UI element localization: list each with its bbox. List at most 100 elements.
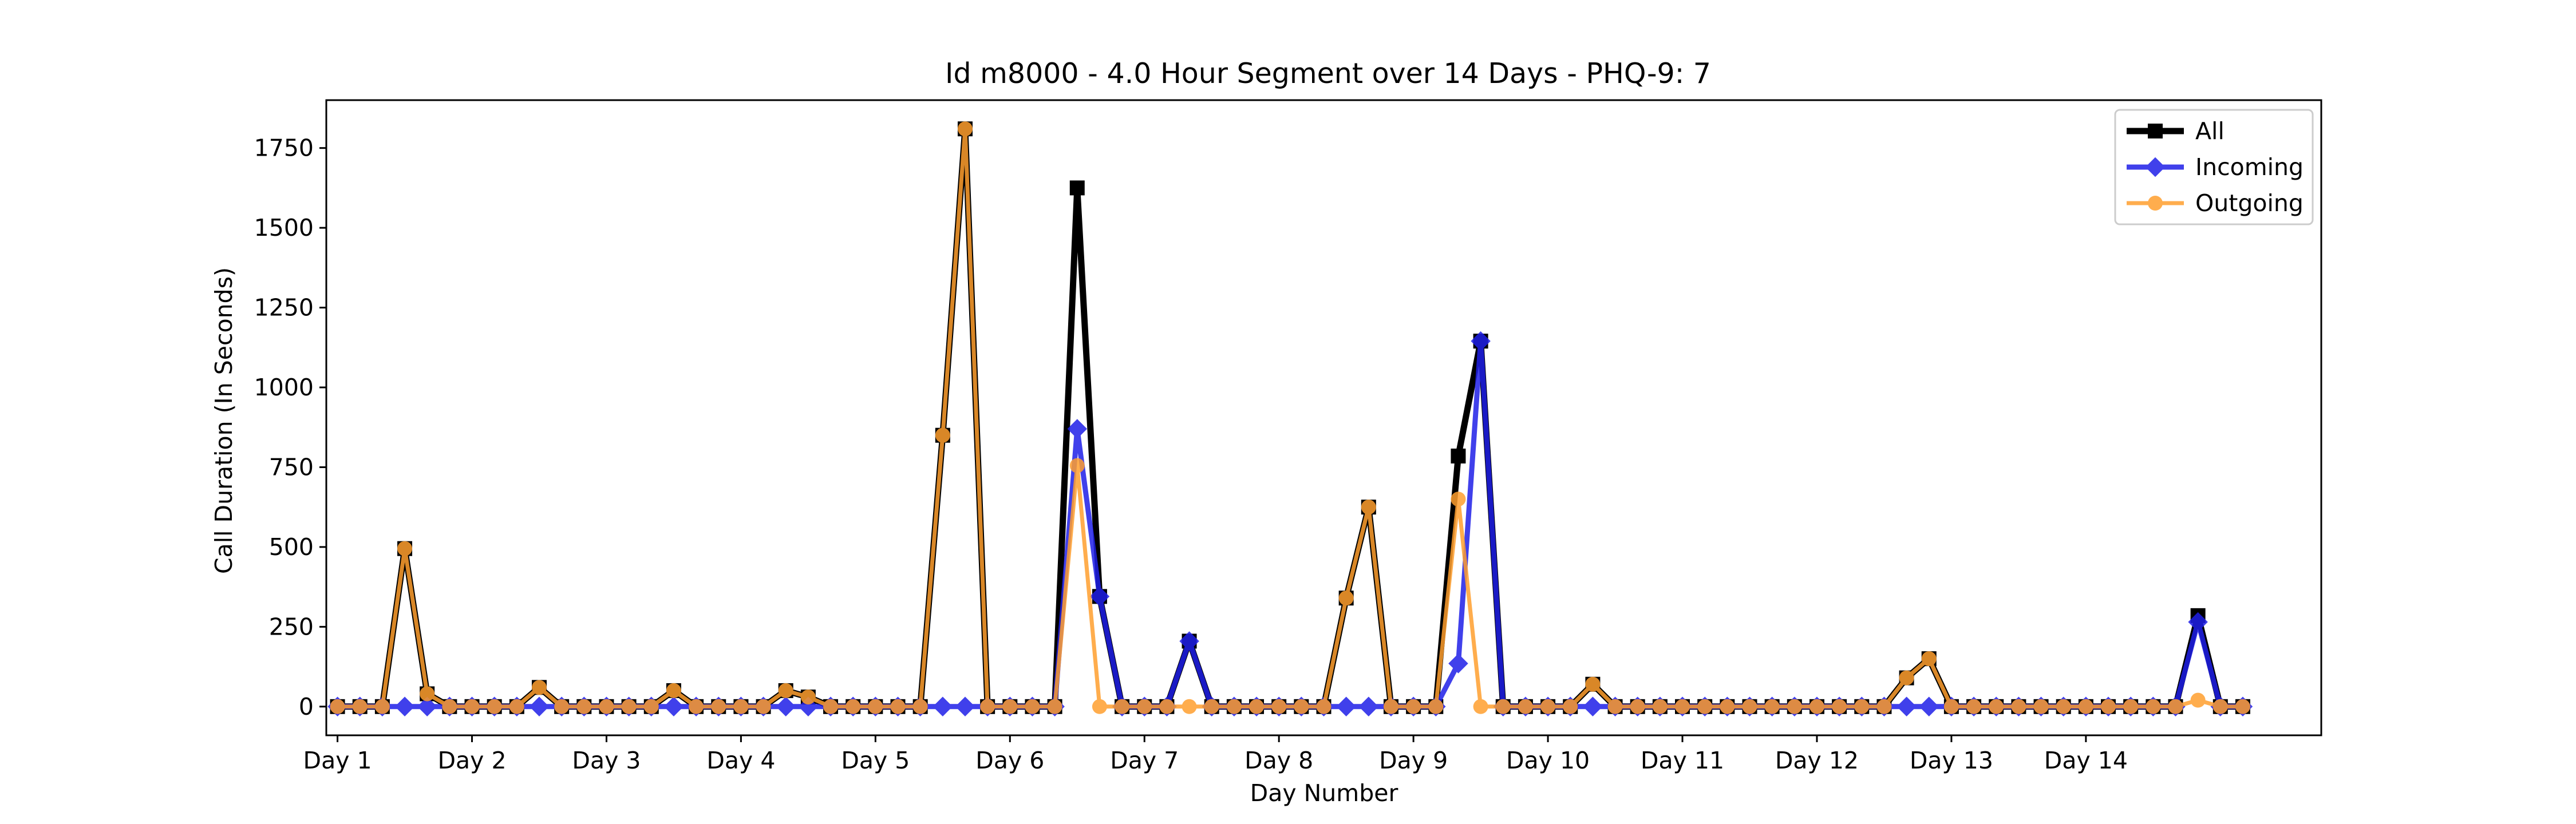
- data-point: [1585, 676, 1601, 692]
- data-point: [1652, 699, 1668, 714]
- y-axis: 0 250 500 750 1000 1250 1500 1750: [254, 134, 326, 720]
- y-tick-label: 750: [269, 453, 314, 481]
- data-point: [663, 696, 684, 717]
- data-point: [1448, 653, 1468, 674]
- x-axis-title: Day Number: [1250, 779, 1398, 807]
- x-tick-label: Day 11: [1641, 747, 1724, 774]
- data-point: [1764, 699, 1780, 714]
- data-point: [576, 699, 592, 714]
- data-point: [2033, 699, 2049, 714]
- x-tick-label: Day 8: [1244, 747, 1313, 774]
- data-point: [374, 699, 390, 714]
- data-point: [1067, 419, 1088, 439]
- legend-item: [2127, 157, 2184, 177]
- plot-frame: [325, 99, 2322, 736]
- x-tick-label: Day 5: [841, 747, 910, 774]
- data-point: [1921, 651, 1937, 667]
- legend-label: Incoming: [2195, 153, 2304, 181]
- data-point: [1697, 699, 1713, 714]
- x-tick-label: Day 14: [2044, 747, 2128, 774]
- x-tick-label: Day 10: [1506, 747, 1590, 774]
- chart-title: Id m8000 - 4.0 Hour Segment over 14 Days…: [945, 57, 1711, 90]
- y-tick-label: 1750: [254, 134, 314, 162]
- data-point: [1204, 699, 1219, 714]
- data-point: [1720, 699, 1735, 714]
- data-point: [1966, 699, 1982, 714]
- data-point: [1630, 699, 1645, 714]
- data-point: [2212, 699, 2228, 714]
- data-point: [1583, 696, 1603, 717]
- legend-box: [2114, 109, 2314, 225]
- x-tick-label: Day 2: [437, 747, 506, 774]
- data-point: [1899, 670, 1914, 686]
- legend-swatch-marker: [2145, 157, 2166, 177]
- data-point: [1876, 699, 1892, 714]
- data-point: [957, 121, 973, 137]
- data-point: [1358, 696, 1379, 717]
- legend-label: Outgoing: [2195, 189, 2304, 217]
- data-point: [1495, 699, 1511, 714]
- data-point: [1451, 448, 1466, 464]
- y-tick-label: 1000: [254, 374, 314, 401]
- data-point: [1069, 458, 1085, 473]
- x-tick-label: Day 13: [1910, 747, 1993, 774]
- x-axis: Day 1 Day 2 Day 3 Day 4 Day 5 Day 6 Day 7 Day 8…: [303, 735, 2128, 774]
- data-point: [1540, 699, 1556, 714]
- legend-item: [2127, 196, 2184, 211]
- data-point: [2123, 699, 2139, 714]
- data-point: [599, 699, 614, 714]
- y-axis-title: Call Duration (In Seconds): [210, 267, 238, 574]
- y-tick-label: 250: [269, 613, 314, 640]
- data-point: [800, 690, 816, 705]
- data-point: [1115, 699, 1130, 714]
- data-point: [509, 699, 524, 714]
- data-point: [1226, 699, 1242, 714]
- data-point: [420, 686, 435, 702]
- x-tick-label: Day 3: [572, 747, 641, 774]
- data-point: [2188, 612, 2208, 632]
- y-tick-label: 500: [269, 533, 314, 561]
- data-point: [1159, 699, 1175, 714]
- data-point: [1047, 699, 1062, 714]
- data-point: [1069, 180, 1085, 196]
- y-tick-label: 0: [299, 693, 314, 720]
- data-point: [1854, 699, 1870, 714]
- data-point: [778, 683, 793, 698]
- legend: All Incoming Outgoing: [2114, 109, 2314, 225]
- data-point: [2056, 699, 2071, 714]
- data-point: [868, 699, 883, 714]
- data-point: [1943, 699, 1959, 714]
- data-point: [2078, 699, 2093, 714]
- data-point: [621, 699, 637, 714]
- data-point: [1471, 331, 1491, 351]
- data-point: [1518, 699, 1533, 714]
- data-point: [1406, 699, 1421, 714]
- data-point: [1897, 696, 1917, 717]
- y-tick-label: 1500: [254, 214, 314, 241]
- data-point: [1787, 699, 1802, 714]
- data-point: [2146, 699, 2161, 714]
- data-point: [1451, 492, 1466, 507]
- data-point: [1271, 699, 1287, 714]
- data-point: [1989, 699, 2004, 714]
- data-point: [487, 699, 502, 714]
- data-point: [1809, 699, 1824, 714]
- data-point: [776, 696, 796, 717]
- data-point: [1428, 699, 1444, 714]
- data-point: [1137, 699, 1152, 714]
- x-tick-label: Day 1: [303, 747, 372, 774]
- data-point: [1607, 699, 1623, 714]
- data-point: [2011, 699, 2026, 714]
- x-tick-label: Day 9: [1379, 747, 1448, 774]
- plot-area: [327, 121, 2253, 717]
- legend-label: All: [2195, 117, 2225, 145]
- data-point: [1002, 699, 1018, 714]
- data-point: [397, 541, 413, 556]
- data-point: [1316, 699, 1332, 714]
- data-point: [529, 696, 550, 717]
- x-tick-label: Day 7: [1110, 747, 1179, 774]
- series-outgoing: [330, 121, 2250, 714]
- data-point: [1832, 699, 1847, 714]
- data-point: [1179, 631, 1199, 651]
